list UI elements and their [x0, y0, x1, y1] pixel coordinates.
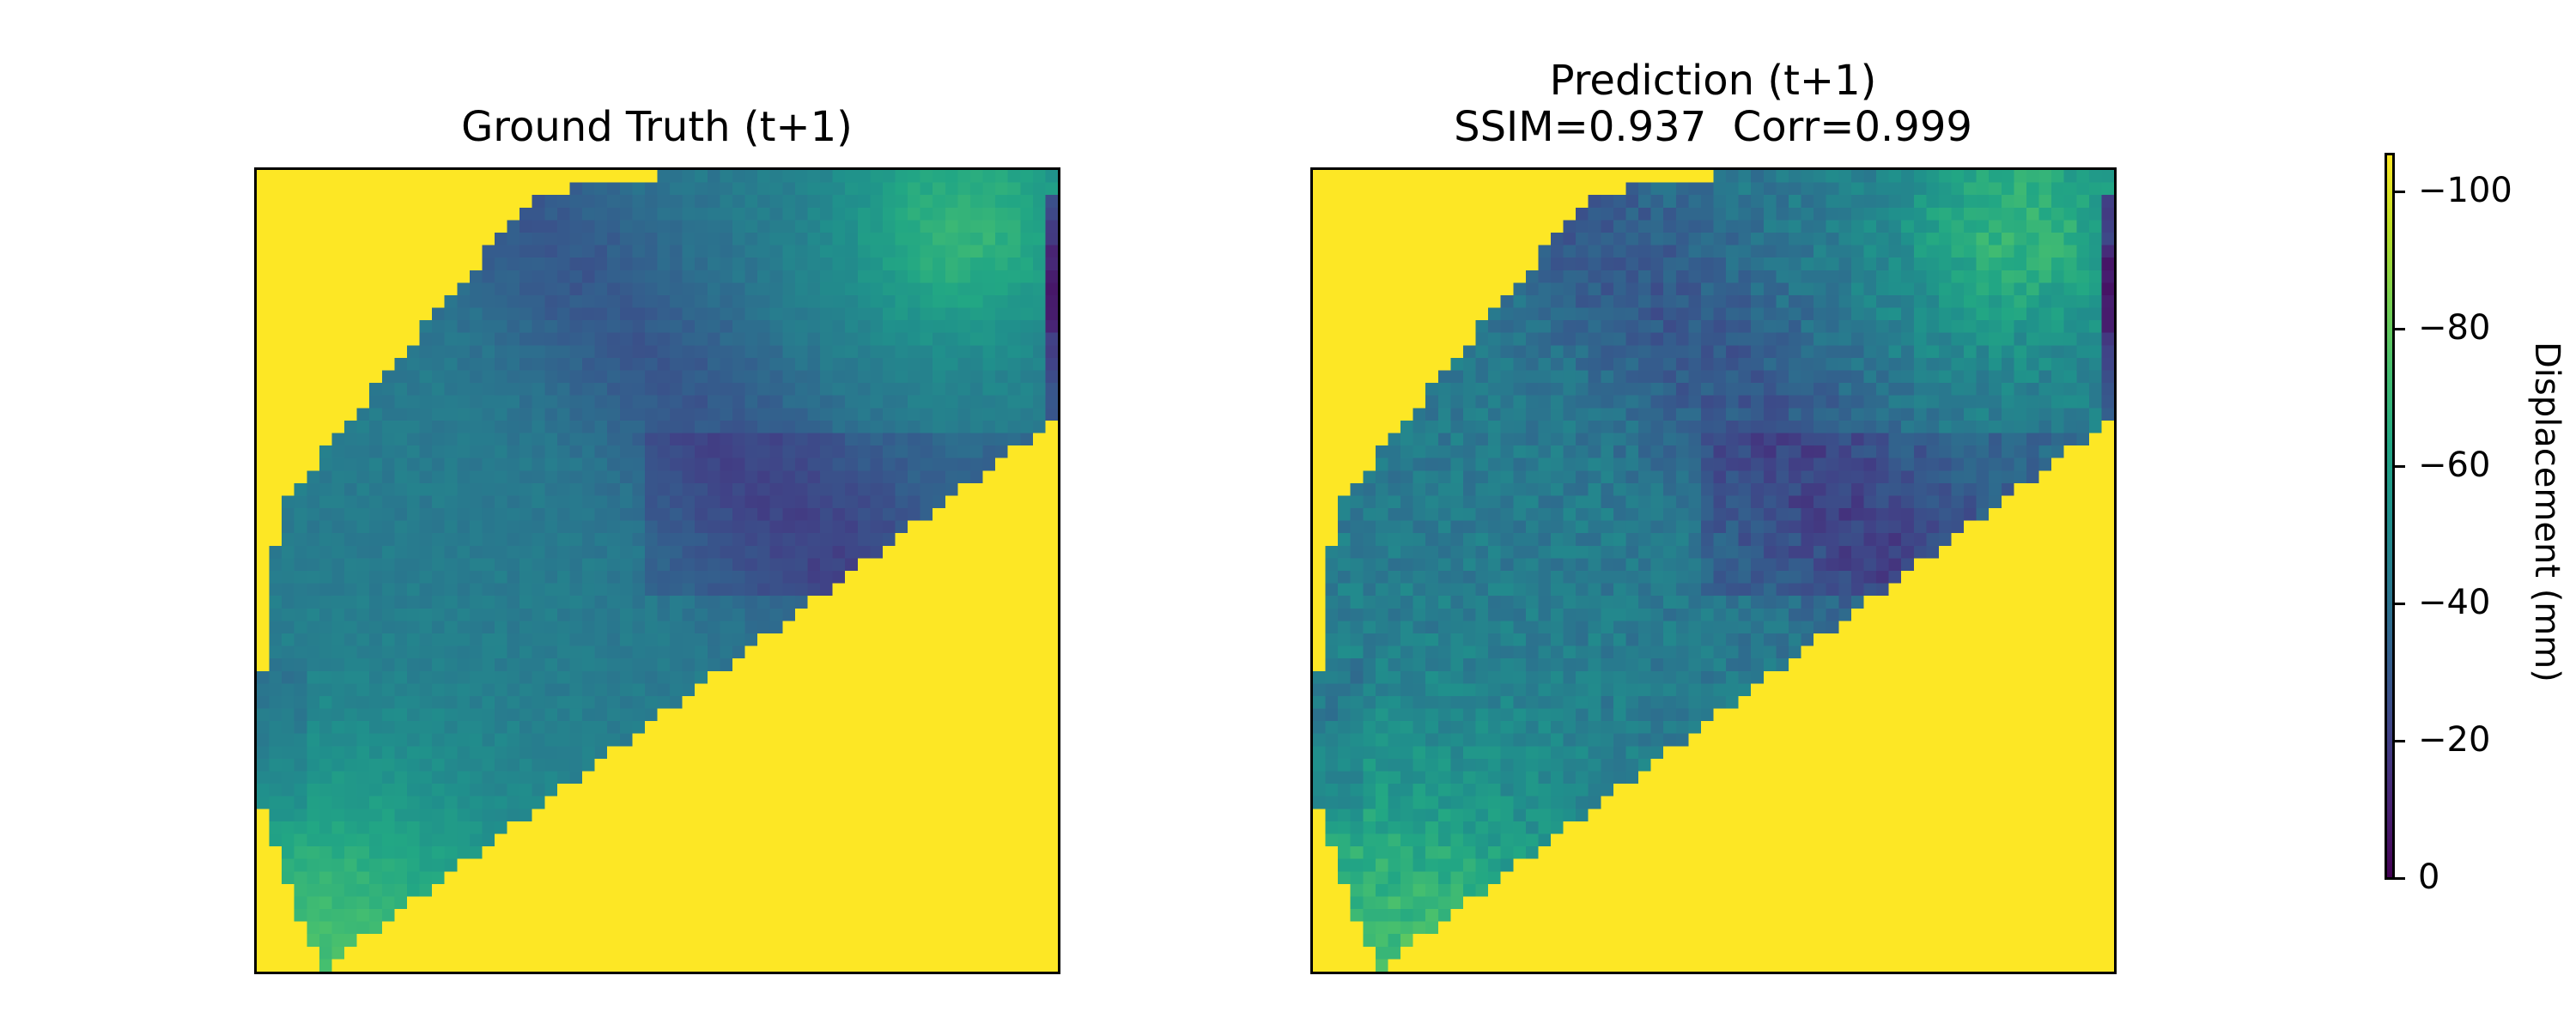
colorbar-tick-label: −100 [2418, 171, 2512, 210]
ground-truth-title: Ground Truth (t+1) [461, 103, 853, 151]
colorbar-tick-label: −40 [2418, 583, 2491, 622]
colorbar-tick-label: 0 [2418, 857, 2440, 897]
colorbar-tick-label: −20 [2418, 720, 2491, 760]
colorbar-tick-label: −60 [2418, 445, 2491, 485]
colorbar-tick [2394, 602, 2405, 605]
colorbar-tick [2394, 739, 2405, 742]
ground-truth-heatmap [254, 167, 1060, 974]
ground-truth-canvas [257, 170, 1058, 972]
colorbar-tick [2394, 327, 2405, 330]
colorbar-tick [2394, 190, 2405, 193]
prediction-metrics: SSIM=0.937 Corr=0.999 [1454, 103, 1972, 151]
prediction-title: Prediction (t+1) [1549, 57, 1877, 105]
prediction-heatmap [1310, 167, 2117, 974]
colorbar-tick [2394, 876, 2405, 880]
colorbar-tick [2394, 464, 2405, 468]
colorbar [2385, 153, 2395, 880]
colorbar-tick-label: −80 [2418, 308, 2491, 348]
prediction-canvas [1313, 170, 2114, 972]
colorbar-label: Displacement (mm) [2527, 342, 2567, 682]
